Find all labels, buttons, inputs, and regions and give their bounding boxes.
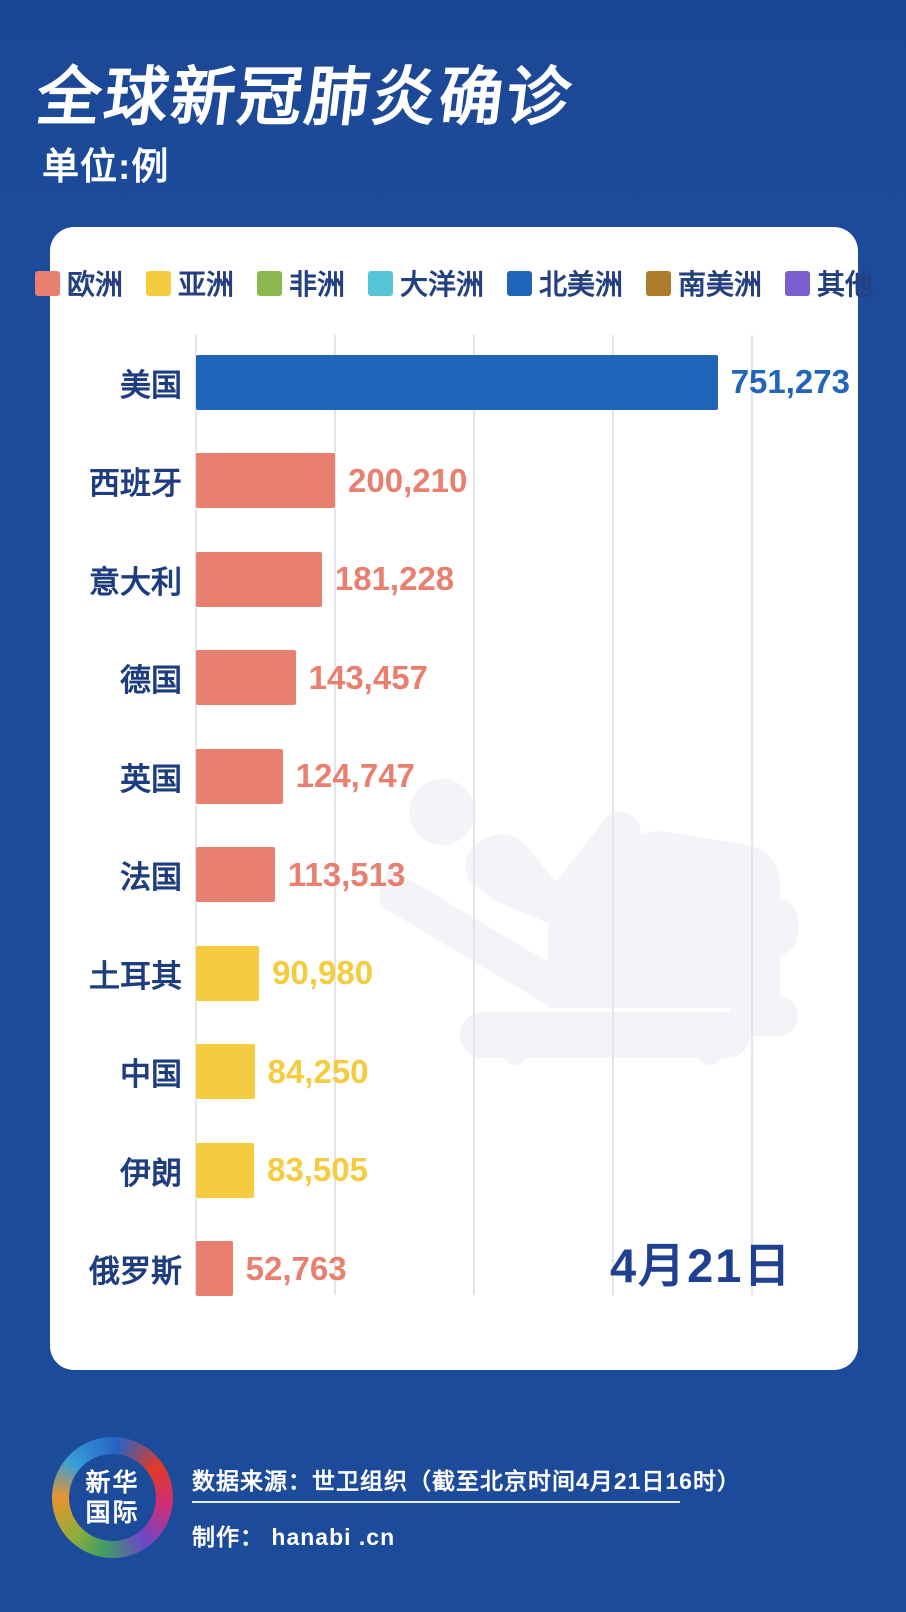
chart-card: 欧洲 亚洲 非洲 大洋洲 北美洲 南美洲 其他 美国 751,273 西班牙 200,210 意大利… [34, 227, 873, 1370]
bar [196, 748, 283, 804]
logo-text: 新华 国际 [52, 1437, 173, 1558]
country-label: 土耳其 [89, 958, 182, 994]
unit-label: 单位:例 [42, 146, 170, 187]
value-label: 83,505 [266, 1151, 368, 1189]
legend-swatch-icon [785, 270, 811, 296]
data-source-text: 数据来源：世卫组织（截至北京时间4月21日16时） [192, 1468, 741, 1494]
legend-label: 南美洲 [678, 269, 763, 300]
legend-item: 亚洲 [145, 263, 234, 303]
legend-label: 北美洲 [539, 269, 624, 300]
bar [196, 453, 336, 509]
date-annotation: 4月21日 [610, 1239, 793, 1292]
value-label: 113,513 [287, 855, 406, 893]
value-label: 143,457 [308, 658, 428, 696]
value-label: 84,250 [267, 1052, 369, 1090]
bar [196, 945, 260, 1001]
country-label: 俄罗斯 [89, 1254, 182, 1290]
country-label: 美国 [120, 367, 182, 403]
legend-item: 大洋洲 [368, 263, 484, 303]
hospital-bed-patient-icon [380, 779, 798, 1065]
legend-item: 北美洲 [507, 263, 623, 303]
legend-swatch-icon [368, 270, 393, 296]
gridline [750, 335, 753, 1295]
legend-label: 非洲 [288, 269, 345, 300]
bar [196, 1142, 254, 1198]
bar-row: 英国 124,747 [120, 727, 836, 826]
legend-swatch-icon [507, 270, 533, 296]
bar-row: 中国 84,250 [120, 1023, 836, 1122]
value-label: 124,747 [295, 757, 415, 795]
country-label: 意大利 [89, 564, 182, 600]
bar-rows: 美国 751,273 西班牙 200,210 意大利 181,228 德国 143,457 英国… [89, 333, 850, 1319]
country-label: 英国 [120, 761, 182, 797]
legend-swatch-icon [145, 270, 171, 296]
value-label: 52,763 [245, 1249, 347, 1287]
value-label: 200,210 [348, 461, 468, 499]
xinhua-international-logo: 新华 国际 [52, 1437, 173, 1558]
legend-label: 亚洲 [177, 269, 234, 300]
value-label: 181,228 [334, 560, 455, 598]
legend-swatch-icon [34, 270, 60, 296]
country-label: 德国 [120, 663, 182, 699]
legend-label: 其他 [817, 269, 874, 300]
legend-item: 欧洲 [34, 263, 123, 303]
bar [196, 650, 296, 706]
country-label: 法国 [120, 860, 182, 896]
gridline [195, 335, 197, 1295]
legend-swatch-icon [256, 270, 282, 296]
plot-area: 美国 751,273 西班牙 200,210 意大利 181,228 德国 143,457 英国… [89, 333, 850, 1319]
legend-item: 南美洲 [646, 263, 762, 303]
bar [196, 1044, 255, 1100]
bar-row: 法国 113,513 [120, 826, 836, 925]
country-label: 伊朗 [120, 1155, 182, 1191]
country-label: 中国 [120, 1057, 182, 1093]
bar-row: 意大利 181,228 [89, 530, 836, 629]
legend: 欧洲 亚洲 非洲 大洋洲 北美洲 南美洲 其他 [34, 263, 873, 303]
bar-row: 伊朗 83,505 [120, 1121, 836, 1220]
credit-text: 制作： hanabi .cn [192, 1524, 396, 1550]
legend-item: 其他 [785, 263, 873, 303]
logo-hole [69, 1454, 156, 1541]
bar-row: 土耳其 90,980 [89, 924, 836, 1023]
bar-row: 俄罗斯 52,763 [89, 1220, 836, 1319]
value-label: 751,273 [730, 363, 850, 401]
bar [196, 1241, 233, 1297]
legend-label: 大洋洲 [400, 269, 485, 300]
bar [196, 354, 718, 410]
bar [196, 551, 322, 607]
legend-swatch-icon [646, 270, 672, 296]
page-title: 全球新冠肺炎确诊 [32, 61, 578, 133]
legend-item: 非洲 [256, 263, 345, 303]
country-label: 西班牙 [89, 466, 182, 502]
logo-text-line1: 新华 [85, 1468, 140, 1497]
gridline [611, 335, 614, 1295]
legend-label: 欧洲 [66, 269, 123, 300]
footer-divider [192, 1501, 680, 1503]
bar-row: 西班牙 200,210 [89, 432, 836, 531]
gridline [333, 335, 336, 1295]
gridline [472, 335, 475, 1295]
value-label: 90,980 [272, 954, 374, 992]
bar-row: 德国 143,457 [120, 629, 836, 728]
logo-text-line2: 国际 [85, 1498, 140, 1527]
bar [196, 847, 275, 903]
bar-row: 美国 751,273 [120, 333, 850, 432]
